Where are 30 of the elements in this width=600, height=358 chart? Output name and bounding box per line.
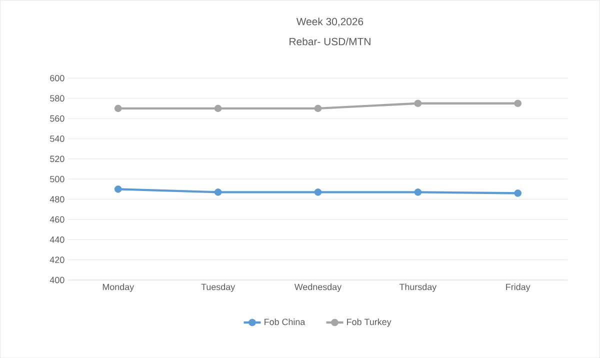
y-tick-label: 540 — [50, 135, 64, 142]
point — [214, 104, 222, 112]
y-tick-label: 400 — [50, 276, 64, 284]
x-tick-label: Friday — [506, 283, 530, 292]
point — [514, 100, 522, 107]
point — [314, 188, 322, 196]
y-tick-label: 500 — [50, 176, 64, 182]
y-tick-label: 560 — [50, 115, 64, 122]
x-tick-label: Tuesday — [201, 283, 236, 292]
x-tick-label: Monday — [102, 283, 134, 292]
chart-title: Week 30,2026 — [296, 18, 364, 26]
point — [514, 189, 522, 197]
y-tick-label: 520 — [50, 156, 64, 162]
x-tick-label: Wednesday — [294, 283, 342, 292]
y-tick-label: 460 — [50, 216, 64, 223]
point — [214, 188, 222, 196]
y-tick-label: 440 — [50, 236, 64, 243]
x-tick-label: Thursday — [399, 283, 437, 292]
y-tick-label: 580 — [50, 95, 64, 102]
y-tick-label: 480 — [50, 196, 64, 202]
legend-label: Fob China — [264, 318, 306, 326]
point — [114, 104, 122, 112]
y-tick-label: 420 — [50, 256, 64, 263]
chart-subtitle: Rebar- USD/MTN — [290, 38, 370, 46]
point — [414, 188, 422, 196]
point — [414, 100, 422, 107]
point — [114, 185, 122, 193]
point — [314, 104, 322, 112]
y-tick-label: 600 — [50, 74, 64, 82]
legend-label: Fob Turkey — [347, 318, 392, 327]
